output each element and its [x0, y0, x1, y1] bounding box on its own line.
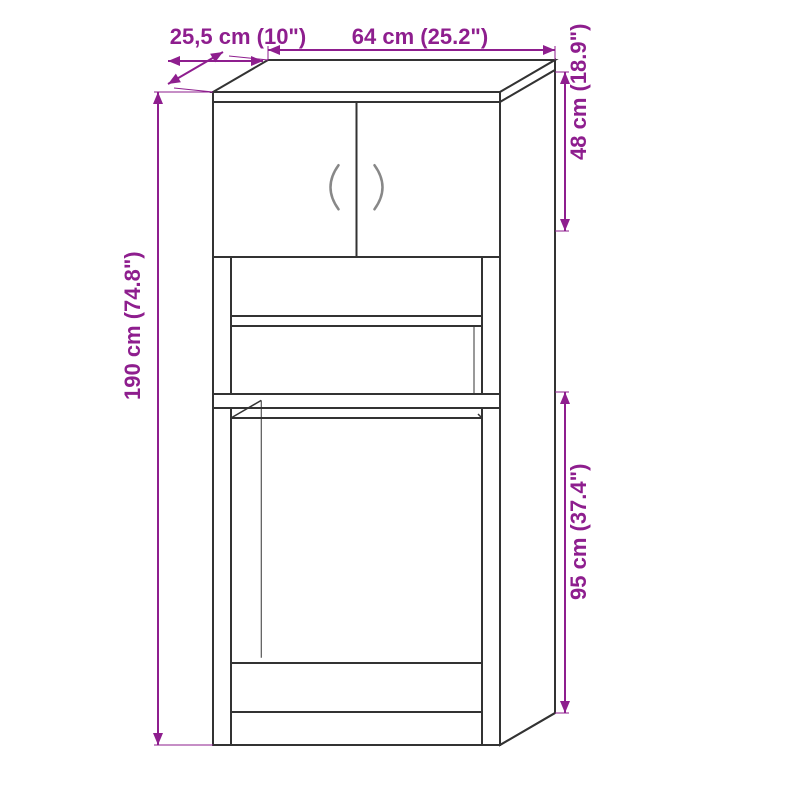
dim-depth: 25,5 cm (10") [170, 24, 306, 49]
dim-open_h: 95 cm (37.4") [566, 464, 591, 600]
dim-top_h: 48 cm (18.9") [566, 24, 591, 160]
dim-total_h: 190 cm (74.8") [120, 251, 145, 400]
cabinet-drawing [213, 60, 555, 745]
dim-width: 64 cm (25.2") [352, 24, 488, 49]
